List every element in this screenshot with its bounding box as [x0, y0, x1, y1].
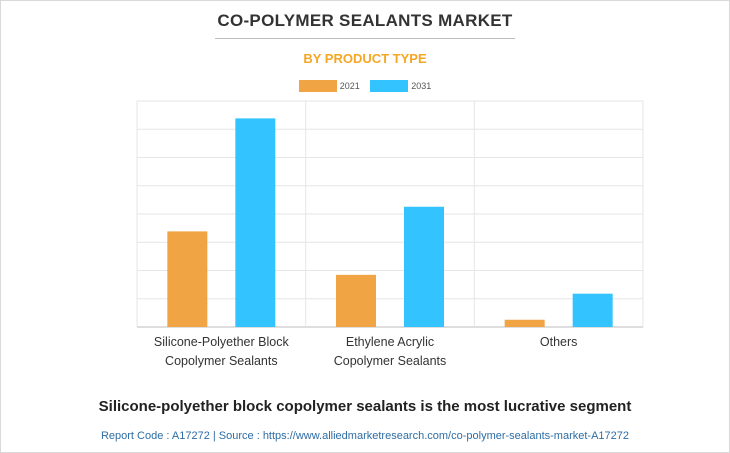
title-divider [215, 38, 515, 39]
legend-swatch-2031 [370, 80, 409, 92]
bar-2021-2 [504, 319, 545, 327]
x-tick-label: Copolymer Sealants [165, 354, 278, 368]
chart-subtitle: BY PRODUCT TYPE [303, 51, 427, 66]
bar-2021-0 [167, 231, 208, 327]
bar-2031-1 [404, 206, 444, 327]
x-tick-label: Ethylene Acrylic [346, 335, 434, 349]
legend-swatch-2021 [298, 80, 337, 92]
x-tick-label: Others [540, 335, 578, 349]
chart-legend: 2021 2031 [0, 80, 730, 92]
x-tick-label: Copolymer Sealants [334, 354, 447, 368]
chart-title: CO-POLYMER SEALANTS MARKET [217, 11, 513, 30]
x-tick-label: Silicone-Polyether Block [154, 335, 290, 349]
bar-2031-2 [572, 293, 613, 327]
bar-2031-0 [235, 118, 276, 327]
legend-label-2021: 2021 [339, 81, 360, 91]
legend-label-2031: 2031 [411, 81, 432, 91]
key-takeaway: Silicone-polyether block copolymer seala… [98, 398, 632, 415]
legend-item-2031: 2031 [370, 80, 431, 92]
legend-item-2021: 2021 [298, 80, 360, 92]
bar-2021-1 [336, 274, 376, 327]
source-footer: Report Code : A17272 | Source : https://… [100, 430, 630, 442]
